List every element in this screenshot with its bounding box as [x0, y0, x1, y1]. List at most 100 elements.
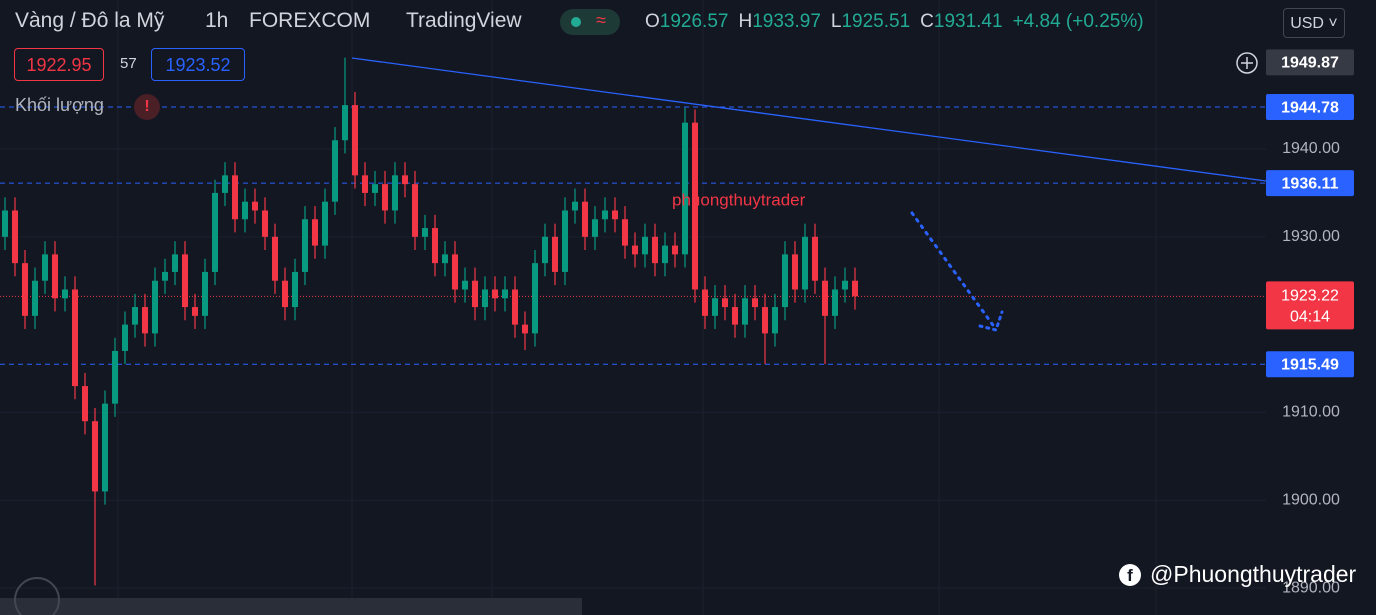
- sell-price: 1922.95: [26, 55, 92, 75]
- status-dot: [571, 17, 581, 27]
- candle-body: [852, 280, 858, 297]
- candle-body: [102, 403, 108, 492]
- candle-body: [562, 210, 568, 272]
- candle-body: [632, 245, 638, 255]
- crosshair-label: 1949.87: [1281, 55, 1339, 72]
- last-price-box: [1266, 281, 1354, 330]
- ohlc-label: H: [738, 11, 753, 32]
- candle-body: [262, 210, 268, 237]
- candle-body: [652, 236, 658, 264]
- candle-body: [142, 307, 148, 334]
- ohlc-value: 1933.97: [752, 11, 821, 32]
- candle-body: [132, 307, 138, 325]
- candle-body: [302, 219, 308, 272]
- candle-body: [432, 228, 438, 264]
- candle-body: [542, 236, 548, 264]
- candle-body: [352, 105, 358, 176]
- candle-body: [732, 307, 738, 325]
- trend-line: [351, 57, 1267, 182]
- sell-button[interactable]: 1922.95: [14, 48, 104, 81]
- price-line-label-box: [1266, 170, 1354, 197]
- exchange: FOREXCOM: [249, 9, 371, 32]
- candle-body: [532, 263, 538, 334]
- axis-labels: 1890.00 1900.00 1910.00 1930.00 1940.00 1944.…: [1266, 49, 1354, 596]
- candle-body: [482, 289, 488, 308]
- symbol[interactable]: Vàng / Đô la Mỹ: [15, 9, 165, 32]
- candle-body: [722, 298, 728, 308]
- candle-body: [602, 210, 608, 220]
- scrollbar[interactable]: [0, 598, 582, 615]
- y-tick-label: 1900.00: [1282, 491, 1340, 508]
- interval[interactable]: 1h: [205, 9, 229, 32]
- candle-body: [512, 289, 518, 325]
- candle-body: [842, 280, 848, 290]
- candle-body: [212, 192, 218, 272]
- candle-body: [412, 184, 418, 237]
- candle-body: [82, 386, 88, 422]
- candle-body: [52, 254, 58, 299]
- candle-body: [202, 271, 208, 316]
- candle-body: [452, 254, 458, 290]
- watermark: phuongthuytrader: [672, 190, 806, 209]
- countdown: 04:14: [1290, 309, 1330, 326]
- plus-button[interactable]: [1236, 52, 1258, 74]
- grid: [117, 0, 1157, 615]
- candle-body: [402, 175, 408, 185]
- candle-body: [332, 140, 338, 202]
- candle-body: [32, 280, 38, 316]
- candle-body: [12, 210, 18, 264]
- ohlc-label: L: [830, 11, 842, 32]
- crosshair-label-box: [1266, 49, 1354, 76]
- status-pill[interactable]: ≈: [560, 9, 620, 35]
- y-tick-label: 1930.00: [1282, 228, 1340, 245]
- spread: 57: [120, 55, 137, 72]
- source: TradingView: [406, 9, 522, 32]
- candle-body: [92, 421, 98, 492]
- candle-body: [792, 254, 798, 290]
- candle-body: [252, 201, 258, 211]
- arrow-head: [978, 310, 1004, 332]
- candle-body: [762, 307, 768, 334]
- warning-icon[interactable]: !: [134, 94, 160, 120]
- candle-body: [172, 254, 178, 272]
- candle-body: [292, 271, 298, 308]
- candle-body: [342, 105, 348, 141]
- candle-body: [472, 280, 478, 308]
- ohlc-label: O: [645, 11, 660, 32]
- round-button[interactable]: [14, 577, 60, 615]
- last-price: 1923.22: [1281, 288, 1339, 305]
- candle-body: [152, 280, 158, 334]
- candle-body: [832, 289, 838, 316]
- candle-body: [612, 210, 618, 220]
- volume-label: Khối lượng: [15, 95, 104, 115]
- buy-button[interactable]: 1923.52: [151, 48, 245, 81]
- candle-body: [2, 210, 8, 237]
- candle-body: [372, 184, 378, 193]
- candle-body: [572, 201, 578, 211]
- candle-body: [42, 254, 48, 281]
- candle-body: [742, 298, 748, 325]
- candle-body: [442, 254, 448, 264]
- plot: [0, 57, 1266, 589]
- footer-handle: @Phuongthuytrader: [1150, 561, 1357, 587]
- buy-price: 1923.52: [165, 55, 231, 75]
- status-icon: ≈: [596, 10, 606, 30]
- candle-body: [122, 324, 128, 351]
- change: +4.84 (+0.25%): [1012, 11, 1144, 32]
- candle-body: [622, 219, 628, 246]
- candle-body: [782, 254, 788, 308]
- candle-body: [162, 271, 168, 281]
- y-tick-label: 1940.00: [1282, 140, 1340, 157]
- candle-body: [812, 236, 818, 281]
- ohlc-value: 1931.41: [933, 11, 1003, 32]
- candle-body: [22, 263, 28, 316]
- currency-button[interactable]: USD ˅: [1283, 8, 1345, 38]
- price-line-label-box: [1266, 94, 1354, 121]
- candle-body: [522, 324, 528, 334]
- currency: USD: [1290, 15, 1324, 32]
- candle-body: [552, 236, 558, 272]
- candle-body: [62, 289, 68, 299]
- candle-body: [72, 289, 78, 387]
